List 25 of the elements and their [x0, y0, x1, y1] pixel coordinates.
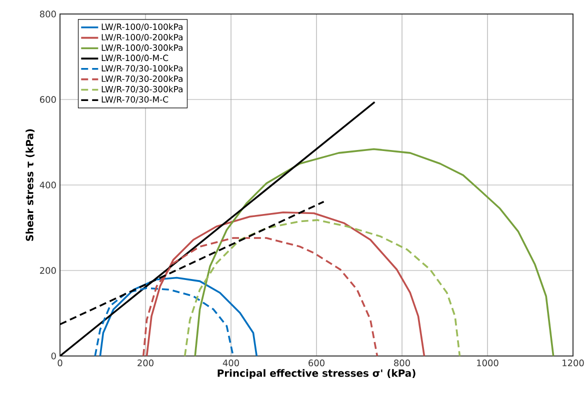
x-tick-label: 200 — [138, 360, 154, 366]
y-tick-label: 400 — [40, 182, 56, 188]
x-tick-label: 800 — [394, 360, 410, 366]
legend-label: LW/R-100/0-M-C — [102, 54, 168, 62]
legend-label: LW/R-100/0-300kPa — [102, 44, 182, 52]
legend-label: LW/R-70/30-200kPa — [102, 75, 182, 83]
x-tick-label: 600 — [308, 360, 324, 366]
y-axis-title: Shear stress τ (kPa) — [26, 129, 35, 241]
y-tick-label: 200 — [40, 267, 56, 274]
line-series — [194, 148, 554, 356]
x-tick-label: 1200 — [562, 360, 584, 366]
legend-label: LW/R-100/0-100kPa — [102, 23, 182, 31]
y-tick-label: 0 — [51, 352, 56, 360]
legend-label: LW/R-70/30-100kPa — [102, 64, 182, 72]
x-tick-label: 400 — [222, 360, 239, 366]
legend-label: LW/R-100/0-200kPa — [102, 34, 182, 42]
line-series — [146, 211, 426, 356]
x-tick-label: 1000 — [477, 360, 498, 366]
y-tick-label: 800 — [40, 10, 56, 18]
x-tick-label: 0 — [58, 360, 62, 366]
legend-label: LW/R-70/30-M-C — [102, 96, 168, 104]
legend-label: LW/R-70/30-300kPa — [102, 86, 182, 93]
line-series — [184, 219, 461, 356]
y-tick-label: 600 — [40, 96, 56, 103]
x-axis-title: Principal effective stresses σ' (kPa) — [218, 369, 416, 379]
